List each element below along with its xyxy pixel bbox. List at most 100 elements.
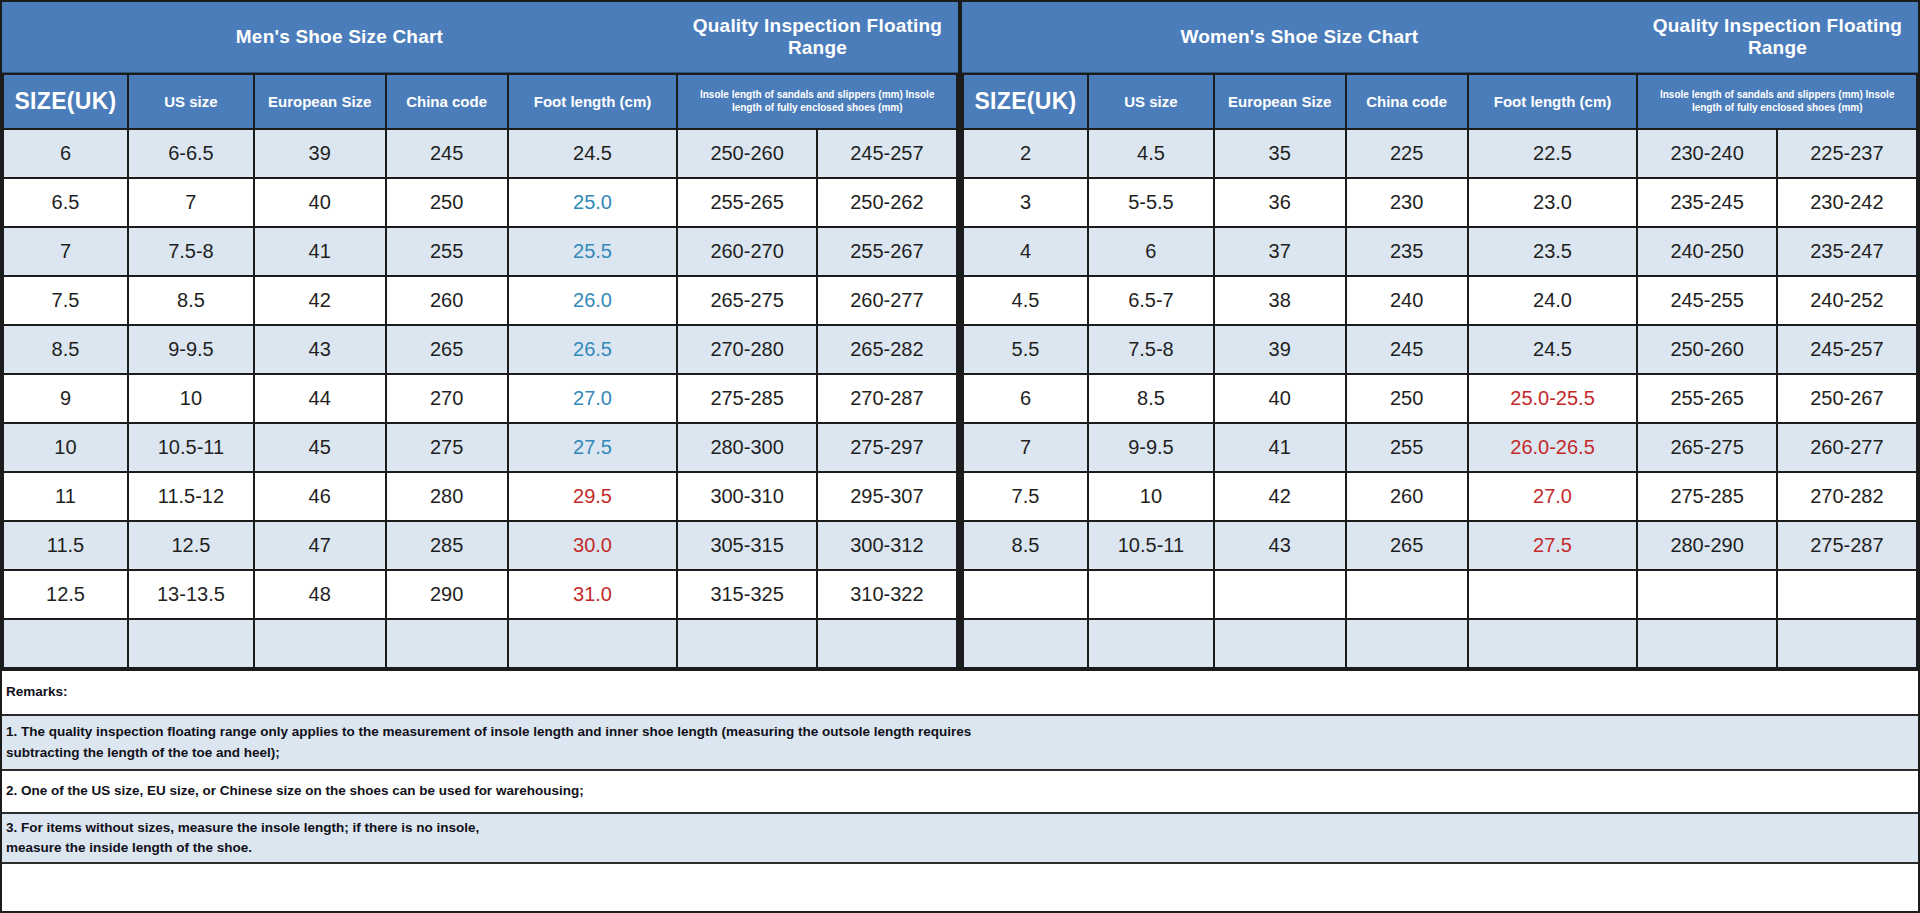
womens-chart-title: Women's Shoe Size Chart (962, 26, 1637, 48)
table-row: 68.54025025.0-25.5255-265250-267 (963, 374, 1917, 423)
cell (1468, 619, 1638, 668)
cell (963, 570, 1088, 619)
cell: 255-267 (817, 227, 957, 276)
cell: 245-257 (1777, 325, 1917, 374)
table-row: 66-6.53924524.5250-260245-257 (3, 129, 957, 178)
cell: 42 (254, 276, 386, 325)
cell: 26.0-26.5 (1468, 423, 1638, 472)
cell: 40 (1214, 374, 1346, 423)
cell: 13-13.5 (128, 570, 254, 619)
table-row: 7.58.54226026.0265-275260-277 (3, 276, 957, 325)
cell: 36 (1214, 178, 1346, 227)
cell: 7.5 (3, 276, 128, 325)
remarks-label: Remarks: (2, 671, 1918, 716)
cell: 280-300 (677, 423, 816, 472)
cell: 4.5 (963, 276, 1088, 325)
table-row: 6.574025025.0255-265250-262 (3, 178, 957, 227)
cell (1777, 619, 1917, 668)
cell: 260-270 (677, 227, 816, 276)
cell: 25.5 (508, 227, 678, 276)
cell: 265-275 (1637, 423, 1776, 472)
cell: 8.5 (963, 521, 1088, 570)
cell (963, 619, 1088, 668)
cell: 230 (1346, 178, 1468, 227)
cell: 10 (128, 374, 254, 423)
cell: 280 (386, 472, 508, 521)
cell: 310-322 (817, 570, 957, 619)
cell (1214, 619, 1346, 668)
cell (254, 619, 386, 668)
table-row: 5.57.5-83924524.5250-260245-257 (963, 325, 1917, 374)
cell: 275-285 (677, 374, 816, 423)
cell: 24.5 (1468, 325, 1638, 374)
cell: 46 (254, 472, 386, 521)
shoe-size-chart-sheet: Men's Shoe Size Chart Quality Inspection… (0, 0, 1920, 913)
cell: 255-265 (1637, 374, 1776, 423)
table-row (3, 619, 957, 668)
mens-quality-range-title: Quality Inspection Floating Range (677, 15, 958, 59)
cell: 270-287 (817, 374, 957, 423)
cell: 41 (1214, 423, 1346, 472)
table-row: 1111.5-124628029.5300-310295-307 (3, 472, 957, 521)
remark-item-2: 2. One of the US size, EU size, or Chine… (2, 771, 1918, 814)
column-header: China code (1346, 74, 1468, 129)
cell: 6 (963, 374, 1088, 423)
mens-size-chart-section: Men's Shoe Size Chart Quality Inspection… (2, 2, 958, 668)
cell: 275-297 (817, 423, 957, 472)
cell: 23.5 (1468, 227, 1638, 276)
column-header: SIZE(UK) (3, 74, 128, 129)
cell (508, 619, 678, 668)
cell: 265-275 (677, 276, 816, 325)
cell: 230-242 (1777, 178, 1917, 227)
cell: 27.5 (1468, 521, 1638, 570)
cell: 25.0-25.5 (1468, 374, 1638, 423)
cell: 9 (3, 374, 128, 423)
table-row: 35-5.53623023.0235-245230-242 (963, 178, 1917, 227)
cell: 11.5-12 (128, 472, 254, 521)
cell (1088, 619, 1214, 668)
cell: 250-260 (1637, 325, 1776, 374)
cell: 47 (254, 521, 386, 570)
cell: 37 (1214, 227, 1346, 276)
cell: 41 (254, 227, 386, 276)
cell (386, 619, 508, 668)
womens-title-bar: Women's Shoe Size Chart Quality Inspecti… (962, 2, 1918, 73)
cell: 6.5-7 (1088, 276, 1214, 325)
cell: 255-265 (677, 178, 816, 227)
womens-size-table: SIZE(UK)US sizeEuropean SizeChina codeFo… (962, 73, 1918, 669)
table-row: 1010.5-114527527.5280-300275-297 (3, 423, 957, 472)
column-header: China code (386, 74, 508, 129)
cell: 235-247 (1777, 227, 1917, 276)
cell: 270-280 (677, 325, 816, 374)
cell: 280-290 (1637, 521, 1776, 570)
cell: 7 (3, 227, 128, 276)
cell: 7 (963, 423, 1088, 472)
cell: 2 (963, 129, 1088, 178)
cell: 48 (254, 570, 386, 619)
cell: 235-245 (1637, 178, 1776, 227)
cell: 42 (1214, 472, 1346, 521)
remark-item-1: 1. The quality inspection floating range… (2, 716, 1918, 771)
cell: 39 (254, 129, 386, 178)
womens-size-chart-section: Women's Shoe Size Chart Quality Inspecti… (962, 2, 1918, 668)
cell (1346, 570, 1468, 619)
cell: 265 (386, 325, 508, 374)
cell: 245 (386, 129, 508, 178)
cell: 7 (128, 178, 254, 227)
cell: 275-287 (1777, 521, 1917, 570)
cell: 270-282 (1777, 472, 1917, 521)
cell: 29.5 (508, 472, 678, 521)
table-row: 79-9.54125526.0-26.5265-275260-277 (963, 423, 1917, 472)
cell: 6 (3, 129, 128, 178)
cell (1468, 570, 1638, 619)
cell (1088, 570, 1214, 619)
size-charts-area: Men's Shoe Size Chart Quality Inspection… (2, 2, 1918, 668)
cell: 275 (386, 423, 508, 472)
cell: 30.0 (508, 521, 678, 570)
cell (3, 619, 128, 668)
cell: 5.5 (963, 325, 1088, 374)
cell: 6.5 (3, 178, 128, 227)
cell: 225 (1346, 129, 1468, 178)
cell: 230-240 (1637, 129, 1776, 178)
cell: 10 (3, 423, 128, 472)
